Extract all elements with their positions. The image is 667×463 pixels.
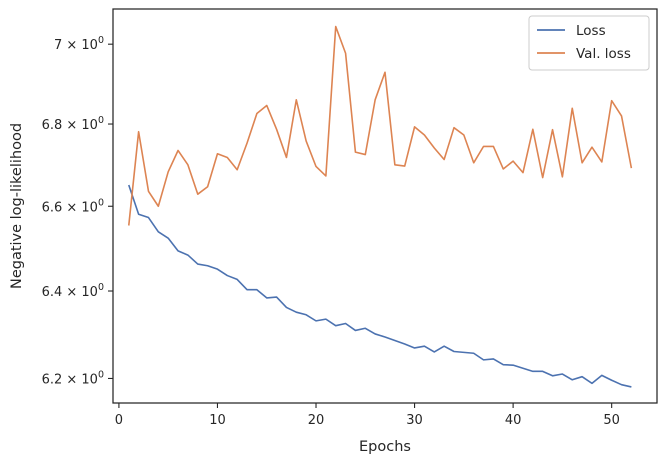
y-tick-label: 6.8 × 100 [42, 115, 104, 133]
legend-label: Loss [576, 23, 606, 39]
x-tick-label: 0 [115, 413, 123, 428]
x-tick-label: 40 [505, 413, 522, 428]
y-tick-label: 6.4 × 100 [42, 282, 104, 300]
x-axis: 0 10 20 30 40 50 [115, 403, 620, 428]
series-lines [127, 25, 633, 388]
y-tick-label: 7 × 100 [54, 35, 104, 53]
x-axis-label: Epochs [359, 439, 411, 455]
y-tick-label: 6.2 × 100 [42, 369, 104, 387]
x-tick-label: 20 [308, 413, 325, 428]
legend-label: Val. loss [576, 46, 631, 62]
series-line-1 [127, 25, 633, 226]
x-tick-label: 30 [406, 413, 423, 428]
legend: Loss Val. loss [528, 15, 650, 71]
y-axis-label: Negative log-likelihood [9, 123, 25, 289]
y-tick-label: 6.6 × 100 [42, 197, 104, 215]
y-axis: 6.2 × 100 6.4 × 100 6.6 × 100 6.8 × 100 7 × … [42, 35, 113, 387]
x-tick-label: 50 [603, 413, 620, 428]
x-tick-label: 10 [209, 413, 226, 428]
series-line-0 [128, 184, 632, 388]
